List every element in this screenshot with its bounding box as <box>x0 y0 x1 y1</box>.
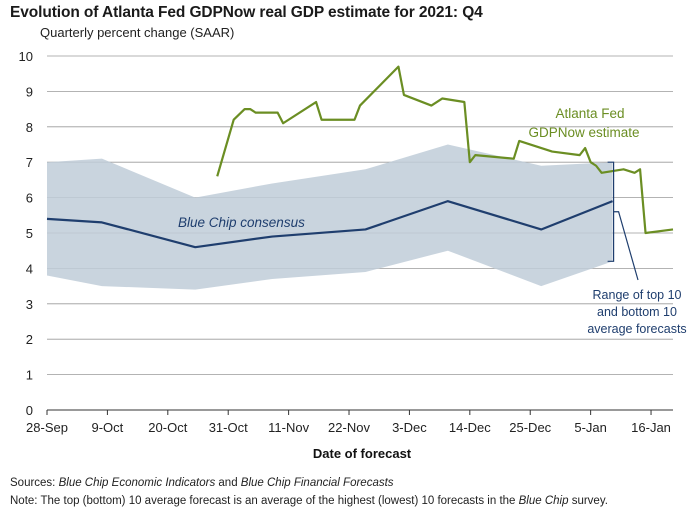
range-annotation-line3: average forecasts <box>587 322 686 336</box>
bluechip-line <box>46 200 614 249</box>
y-tick-label-1: 1 <box>26 368 33 383</box>
range-bracket-layer <box>607 161 639 281</box>
sources-part1: Blue Chip Economic Indicators <box>58 477 216 489</box>
forecast-range-band <box>47 144 613 290</box>
x-tick-label-2: 20-Oct <box>148 420 187 435</box>
series-lines <box>46 65 674 249</box>
chart-subtitle: Quarterly percent change (SAAR) <box>40 25 235 40</box>
sources-label: Sources: <box>10 477 56 489</box>
note-footnote: Note: The top (bottom) 10 average foreca… <box>10 495 608 507</box>
y-tick-label-3: 3 <box>26 297 33 312</box>
gdpnow-annotation-line2: GDPNow estimate <box>528 125 639 140</box>
gdpnow-line <box>216 65 674 235</box>
sources-footnote: Sources: Blue Chip Economic Indicators a… <box>10 477 394 489</box>
chart-title: Evolution of Atlanta Fed GDPNow real GDP… <box>10 4 483 21</box>
x-tick-label-8: 25-Dec <box>509 420 551 435</box>
y-tick-label-7: 7 <box>26 155 33 170</box>
y-tick-label-4: 4 <box>26 261 33 276</box>
y-tick-label-6: 6 <box>26 191 33 206</box>
y-tick-label-9: 9 <box>26 84 33 99</box>
y-tick-label-5: 5 <box>26 226 33 241</box>
note-text: The top (bottom) 10 average forecast is … <box>37 495 519 507</box>
range-annotation-line1: Range of top 10 <box>593 288 682 302</box>
y-tick-label-2: 2 <box>26 332 33 347</box>
x-tick-label-1: 9-Oct <box>92 420 124 435</box>
x-tick-label-10: 16-Jan <box>631 420 671 435</box>
x-tick-label-5: 22-Nov <box>328 420 370 435</box>
x-axis: 28-Sep 9-Oct 20-Oct 31-Oct 11-Nov 22-Nov 3-Dec… <box>26 409 673 435</box>
bluechip-annotation: Blue Chip consensus <box>178 215 305 230</box>
x-axis-label: Date of forecast <box>313 446 412 461</box>
x-tick-label-6: 3-Dec <box>392 420 427 435</box>
x-tick-label-4: 11-Nov <box>268 420 309 435</box>
range-bracket <box>607 161 615 262</box>
forecast-range-band-layer <box>47 144 613 290</box>
x-tick-label-3: 31-Oct <box>209 420 248 435</box>
sources-part2: Blue Chip Financial Forecasts <box>240 477 394 489</box>
gridlines <box>47 55 673 376</box>
note-italic: Blue Chip <box>518 495 569 507</box>
y-tick-label-10: 10 <box>19 49 33 64</box>
x-tick-label-0: 28-Sep <box>26 420 68 435</box>
y-tick-label-8: 8 <box>26 120 33 135</box>
x-tick-label-9: 5-Jan <box>574 420 607 435</box>
range-annotation-line2: and bottom 10 <box>597 305 677 319</box>
y-axis-ticks: 0 1 2 3 4 5 6 7 8 9 10 <box>19 49 33 418</box>
note-label: Note: <box>10 495 38 507</box>
sources-and: and <box>215 477 241 489</box>
range-pointer <box>613 211 639 281</box>
note-end: survey. <box>568 495 608 507</box>
gdpnow-annotation-line1: Atlanta Fed <box>555 106 624 121</box>
y-tick-label-0: 0 <box>26 403 33 418</box>
x-tick-label-7: 14-Dec <box>449 420 491 435</box>
